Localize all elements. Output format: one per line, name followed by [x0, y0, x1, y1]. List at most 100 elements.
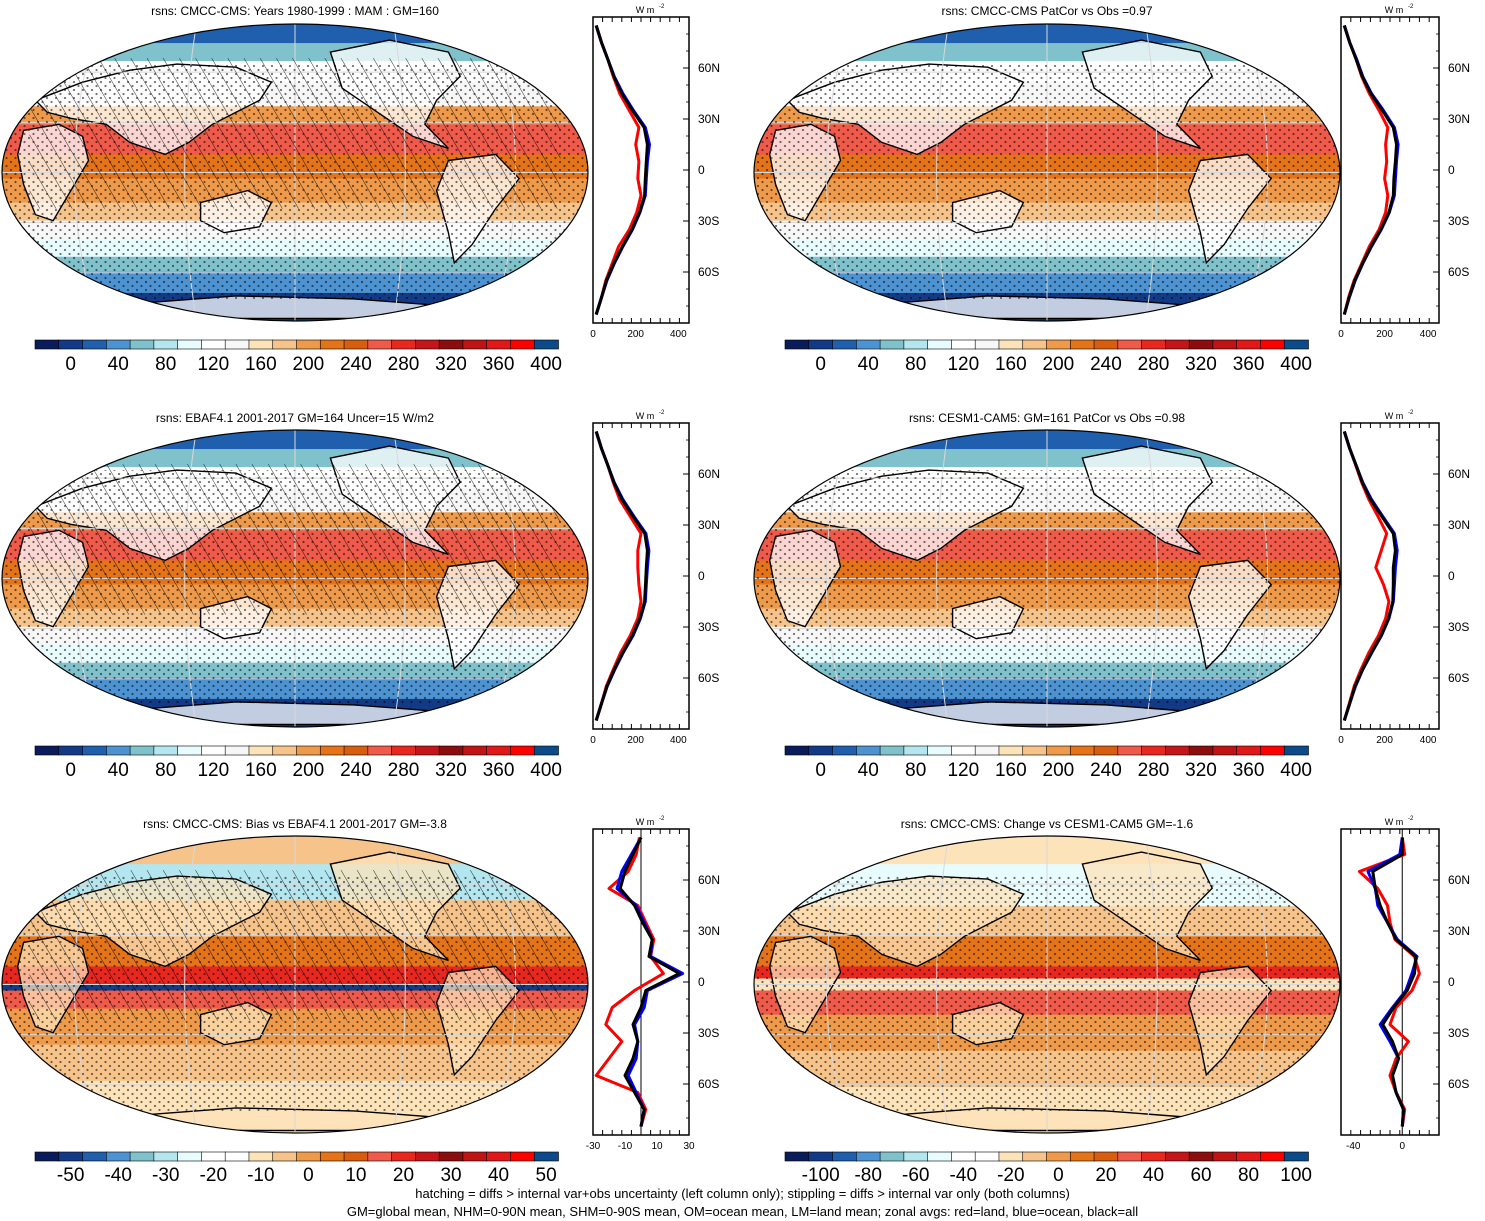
colorbar-swatch	[1236, 339, 1262, 350]
profile-lat-label: 0	[698, 569, 705, 583]
colorbar-swatch	[808, 1151, 834, 1162]
profile-series-all	[1342, 25, 1398, 315]
colorbar-swatch	[343, 745, 369, 756]
colorbar-swatch	[879, 1151, 905, 1162]
colorbar-swatch	[129, 339, 155, 350]
profile-frame	[1340, 828, 1440, 1136]
colorbar-tick-label: 280	[388, 354, 420, 375]
colorbar-swatch	[1093, 745, 1119, 756]
colorbar-swatch	[296, 745, 322, 756]
colorbar-swatch	[1069, 1151, 1095, 1162]
profile-x-tick-label: 400	[670, 329, 687, 340]
colorbar-swatch	[1283, 339, 1309, 350]
profile-lat-label: 30N	[698, 518, 720, 532]
colorbar-swatch	[510, 1151, 536, 1162]
colorbar-swatch	[367, 339, 393, 350]
colorbar-tick-label: 240	[1090, 354, 1122, 375]
profile-lat-label: 30N	[1448, 112, 1470, 126]
colorbar-tick-label: 20	[1095, 1165, 1116, 1186]
colorbar-tick-label: -40	[950, 1165, 977, 1186]
profile-lat-label: 60N	[698, 467, 720, 481]
map-field	[754, 836, 1340, 1133]
colorbar-swatch	[129, 1151, 155, 1162]
map-border	[753, 835, 1341, 1134]
colorbar-tick-label: 80	[905, 354, 926, 375]
footnote-hatching: hatching = diffs > internal var+obs unce…	[415, 1186, 1070, 1201]
colorbar-swatch	[296, 339, 322, 350]
colorbar-tick-label: 400	[530, 760, 562, 781]
profile-series-all	[618, 836, 681, 1127]
hatching-overlay	[29, 870, 561, 1021]
profile-lat-label: 30N	[1448, 518, 1470, 532]
colorbar-tick-label: 40	[858, 760, 879, 781]
colorbar-tick-label: 240	[340, 354, 372, 375]
colorbar-swatch	[927, 745, 953, 756]
colorbar-swatch	[927, 1151, 953, 1162]
colorbar-swatch	[177, 339, 203, 350]
colorbar-tick-label: 280	[388, 760, 420, 781]
colorbar-tick-label: 280	[1138, 760, 1170, 781]
colorbar-swatch	[248, 1151, 274, 1162]
colorbar-swatch	[998, 745, 1024, 756]
profile-lat-label: 60S	[1448, 1077, 1469, 1091]
map-border	[753, 429, 1341, 728]
colorbar-swatch	[272, 339, 298, 350]
colorbar-tick-label: 10	[345, 1165, 366, 1186]
profile-lat-label: 30S	[698, 214, 719, 228]
stippling-overlay	[754, 876, 1340, 1111]
colorbar-tick-label: -20	[200, 1165, 227, 1186]
colorbar-swatch	[1212, 1151, 1238, 1162]
colorbar-swatch	[106, 1151, 131, 1162]
colorbar-tick-label: -60	[902, 1165, 929, 1186]
panel-1: rsns: CMCC-CMS: Years 1980-1999 : MAM : …	[1, 4, 720, 375]
profile-series-land	[594, 837, 665, 1127]
profile-lat-label: 30N	[698, 924, 720, 938]
colorbar-swatch	[1022, 745, 1048, 756]
profile-series-all	[594, 431, 649, 721]
colorbar-swatch	[201, 745, 226, 756]
map-field	[754, 24, 1340, 321]
profile-x-tick-label: 0	[1338, 735, 1344, 746]
colorbar-swatch	[248, 745, 274, 756]
profile-frame	[1340, 16, 1440, 324]
profile-unit-exponent: -2	[659, 816, 665, 822]
panel-6: rsns: CMCC-CMS: Change vs CESM1-CAM5 GM=…	[753, 816, 1470, 1186]
colorbar-swatch	[486, 745, 512, 756]
colorbar-swatch	[343, 339, 369, 350]
colorbar-swatch	[201, 1151, 226, 1162]
colorbar-swatch	[832, 745, 858, 756]
colorbar-swatch	[1212, 745, 1238, 756]
colorbar-swatch	[272, 745, 298, 756]
colorbar-swatch	[106, 745, 131, 756]
profile-lat-label: 0	[1448, 163, 1455, 177]
profile-lat-label: 60S	[1448, 265, 1469, 279]
colorbar-tick-label: 0	[815, 760, 826, 781]
colorbar-swatch	[177, 1151, 203, 1162]
colorbar-swatch	[1046, 339, 1072, 350]
colorbar-tick-label: 80	[905, 760, 926, 781]
colorbar-tick-label: 100	[1280, 1165, 1312, 1186]
colorbar-swatch	[367, 1151, 393, 1162]
colorbar-swatch	[856, 339, 881, 350]
colorbar-swatch	[1022, 1151, 1048, 1162]
colorbar-tick-label: 400	[1280, 354, 1312, 375]
colorbar-swatch	[367, 745, 393, 756]
panel-title: rsns: EBAF4.1 2001-2017 GM=164 Uncer=15 …	[156, 411, 434, 425]
map-border	[1, 835, 589, 1134]
colorbar-tick-label: 360	[1233, 354, 1265, 375]
colorbar-swatch	[1260, 1151, 1286, 1162]
profile-x-tick-label: -40	[1346, 1141, 1361, 1152]
colorbar-tick-label: 320	[435, 760, 467, 781]
colorbar-tick-label: 360	[483, 760, 515, 781]
colorbar-tick-label: 320	[435, 354, 467, 375]
profile-lat-label: 60S	[698, 1077, 719, 1091]
profile-unit-exponent: -2	[1408, 4, 1414, 10]
colorbar-swatch	[319, 1151, 345, 1162]
colorbar-tick-label: 120	[947, 760, 979, 781]
colorbar-swatch	[296, 1151, 322, 1162]
colorbar-swatch	[784, 1151, 810, 1162]
profile-lat-label: 60S	[1448, 671, 1469, 685]
footnote-legend: GM=global mean, NHM=0-90N mean, SHM=0-90…	[346, 1204, 1139, 1219]
colorbar-tick-label: -100	[802, 1165, 840, 1186]
profile-lat-label: 0	[1448, 569, 1455, 583]
